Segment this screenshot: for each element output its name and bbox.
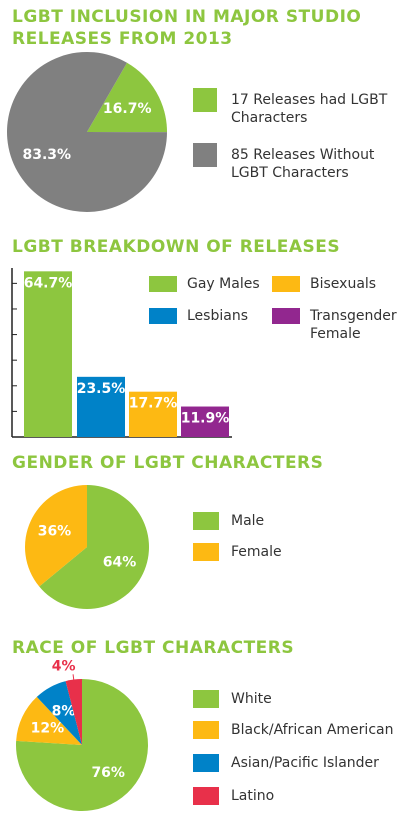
chart-title: RACE OF LGBT CHARACTERS	[12, 638, 295, 658]
bar	[24, 271, 72, 437]
legend-swatch	[149, 276, 177, 292]
legend-swatch	[193, 721, 219, 739]
legend-swatch	[193, 690, 219, 708]
legend-label: Black/African American	[231, 722, 394, 738]
chart-title: LGBT INCLUSION IN MAJOR STUDIO RELEASES …	[12, 7, 362, 49]
slice-label: 76%	[91, 765, 125, 781]
legend-swatch	[193, 754, 219, 772]
pie-slice	[7, 52, 167, 212]
bar	[181, 406, 229, 437]
legend-label: Female	[231, 544, 282, 560]
slice-label: 64%	[103, 554, 137, 570]
pie-slice	[39, 485, 150, 610]
pie-slice	[16, 696, 83, 745]
legend-label: Gay Males	[187, 276, 260, 292]
slice-label: 16.7%	[103, 101, 152, 117]
bar-label: 11.9%	[181, 411, 230, 427]
bar-label: 64.7%	[24, 275, 73, 291]
legend-label: 85 Releases Without LGBT Characters	[231, 147, 375, 181]
bar-label: 17.7%	[129, 396, 178, 412]
legend-label: 17 Releases had LGBT Characters	[231, 92, 388, 126]
pie-slice	[36, 681, 82, 745]
legend-label: Lesbians	[187, 308, 248, 324]
legend-swatch	[193, 543, 219, 561]
slice-label: 8%	[52, 703, 76, 719]
pie-slice	[25, 485, 88, 587]
legend-swatch	[193, 787, 219, 805]
slice-label: 36%	[38, 524, 72, 540]
legend-swatch	[193, 512, 219, 530]
legend-label: Male	[231, 513, 265, 529]
legend-label: Latino	[231, 788, 275, 804]
pie-slice	[87, 62, 168, 133]
legend-swatch	[193, 88, 217, 112]
bar	[77, 376, 125, 437]
chart-title: GENDER OF LGBT CHARACTERS	[12, 453, 324, 473]
legend-swatch	[272, 308, 300, 324]
pie-slice	[65, 679, 82, 745]
legend-swatch	[193, 143, 217, 167]
legend-swatch	[149, 308, 177, 324]
legend-label: White	[231, 691, 272, 707]
bar-label: 23.5%	[77, 381, 126, 397]
slice-label: 83.3%	[23, 147, 72, 163]
legend-label: Transgender Female	[310, 308, 397, 342]
leader-line	[72, 674, 76, 687]
bar	[129, 391, 177, 437]
legend-swatch	[272, 276, 300, 292]
chart-title: LGBT BREAKDOWN OF RELEASES	[12, 237, 341, 257]
legend-label: Bisexuals	[310, 276, 377, 292]
slice-label: 12%	[31, 721, 65, 737]
legend-label: Asian/Pacific Islander	[231, 755, 379, 771]
slice-label: 4%	[52, 659, 76, 675]
